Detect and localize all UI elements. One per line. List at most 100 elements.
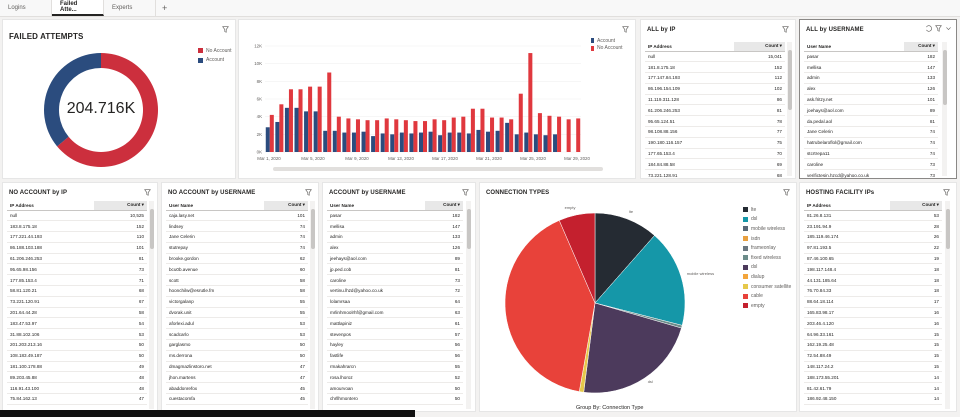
bar-no-account[interactable] bbox=[461, 116, 466, 152]
bar-no-account[interactable] bbox=[308, 86, 313, 152]
tab-logins[interactable]: Logins bbox=[0, 0, 52, 16]
vertical-scrollbar[interactable] bbox=[945, 201, 950, 409]
bar-no-account[interactable] bbox=[346, 118, 351, 152]
table-row[interactable]: 89.203.45.88 48 bbox=[7, 371, 147, 384]
bar-no-account[interactable] bbox=[288, 89, 293, 152]
table-row[interactable]: 44.131.185.64 18 bbox=[804, 274, 942, 287]
table-row[interactable]: 95.65.124.51 78 bbox=[645, 115, 785, 128]
bar-no-account[interactable] bbox=[279, 104, 284, 152]
count-column-header[interactable]: Count ▾ bbox=[734, 42, 785, 52]
filter-icon[interactable] bbox=[144, 189, 151, 196]
bar-no-account[interactable] bbox=[336, 116, 341, 152]
pie-slice-mobile-wireless[interactable] bbox=[594, 235, 686, 326]
table-row[interactable]: chrllhmontero 50 bbox=[327, 393, 463, 405]
column-header[interactable]: User Name bbox=[327, 201, 426, 211]
bar-no-account[interactable] bbox=[528, 53, 533, 152]
drill-icon[interactable] bbox=[925, 25, 932, 32]
bar-no-account[interactable] bbox=[327, 72, 332, 153]
bar-account[interactable] bbox=[486, 131, 491, 152]
table-row[interactable]: 185.119.46.174 26 bbox=[804, 231, 942, 243]
table-row[interactable]: 88.64.18.114 17 bbox=[804, 296, 942, 308]
table-row[interactable]: amourvoan 50 bbox=[327, 382, 463, 395]
table-row[interactable]: 183.8.175.18 152 bbox=[7, 220, 147, 233]
table-row[interactable]: 148.117.24.2 15 bbox=[804, 361, 942, 373]
table-row[interactable]: jp.ped.cob 81 bbox=[327, 263, 463, 276]
bar-account[interactable] bbox=[524, 132, 529, 152]
vertical-scrollbar[interactable] bbox=[466, 201, 471, 409]
table-row[interactable]: hatrubelaroflol@gmail.com 74 bbox=[804, 137, 938, 149]
column-header[interactable]: User Name bbox=[166, 201, 265, 211]
pie-slice-empty[interactable] bbox=[558, 212, 596, 304]
table-row[interactable]: aforlexi.adul 53 bbox=[166, 317, 308, 330]
table-row[interactable]: stutrepay 74 bbox=[166, 242, 308, 254]
bar-account[interactable] bbox=[447, 132, 452, 152]
bar-no-account[interactable] bbox=[384, 118, 389, 152]
filter-icon[interactable] bbox=[943, 189, 950, 196]
table-row[interactable]: mellisa 147 bbox=[804, 61, 938, 74]
count-column-header[interactable]: Count ▾ bbox=[264, 201, 308, 211]
table-row[interactable]: 31.88.102.106 53 bbox=[7, 328, 147, 341]
count-column-header[interactable]: Count ▾ bbox=[904, 42, 938, 52]
bar-account[interactable] bbox=[505, 122, 510, 152]
scrollbar-thumb[interactable] bbox=[942, 50, 947, 105]
bar-account[interactable] bbox=[476, 129, 481, 152]
table-row[interactable]: 81.42.61.79 14 bbox=[804, 382, 942, 395]
legend-item[interactable]: dsl bbox=[743, 215, 791, 225]
table-row[interactable]: 177.221.44.193 110 bbox=[7, 231, 147, 243]
bar-no-account[interactable] bbox=[451, 117, 456, 152]
donut-slice-no-account[interactable] bbox=[57, 53, 158, 167]
table-row[interactable]: caroline 73 bbox=[327, 274, 463, 287]
bar-no-account[interactable] bbox=[509, 119, 514, 152]
bar-no-account[interactable] bbox=[537, 113, 542, 152]
bar-no-account[interactable] bbox=[365, 120, 370, 152]
table-row[interactable]: victorgalanp 55 bbox=[166, 296, 308, 308]
pie-slice-lte[interactable] bbox=[594, 212, 655, 304]
column-header[interactable]: IP Address bbox=[804, 201, 891, 211]
bar-account[interactable] bbox=[553, 134, 558, 152]
legend-item[interactable]: empty bbox=[743, 301, 791, 311]
table-row[interactable]: 87.46.100.65 19 bbox=[804, 253, 942, 265]
filter-icon[interactable] bbox=[783, 189, 790, 196]
table-row[interactable]: 203.46.4.120 16 bbox=[804, 317, 942, 330]
table-row[interactable]: scadcarlo 53 bbox=[166, 328, 308, 341]
table-row[interactable]: 95.65.98.156 73 bbox=[7, 263, 147, 276]
bar-no-account[interactable] bbox=[490, 117, 495, 152]
table-row[interactable]: bcu0b.avenue 60 bbox=[166, 263, 308, 276]
table-row[interactable]: 73.221.120.91 67 bbox=[7, 296, 147, 308]
bar-account[interactable] bbox=[313, 111, 318, 152]
bar-no-account[interactable] bbox=[566, 119, 571, 152]
bar-account[interactable] bbox=[533, 134, 538, 152]
table-row[interactable]: 184.84.88.58 69 bbox=[645, 158, 785, 171]
filter-icon[interactable] bbox=[305, 189, 312, 196]
table-row[interactable]: 198.117.148.4 18 bbox=[804, 263, 942, 276]
bar-account[interactable] bbox=[457, 132, 462, 152]
bar-account[interactable] bbox=[351, 132, 356, 152]
table-row[interactable]: 11.119.311.128 86 bbox=[645, 94, 785, 106]
filter-icon[interactable] bbox=[935, 25, 942, 32]
bar-account[interactable] bbox=[543, 135, 548, 152]
bar-account[interactable] bbox=[284, 107, 289, 152]
bar-no-account[interactable] bbox=[423, 121, 428, 152]
table-row[interactable]: caroline 73 bbox=[804, 158, 938, 171]
legend-item[interactable]: fixed wireless bbox=[743, 253, 791, 263]
legend-item[interactable]: frameonlay bbox=[743, 243, 791, 253]
add-tab-button[interactable]: + bbox=[162, 3, 168, 13]
vertical-scrollbar[interactable] bbox=[942, 42, 947, 176]
table-row[interactable]: 177.65.153.4 70 bbox=[645, 148, 785, 160]
table-row[interactable]: brooke.gordon 62 bbox=[166, 253, 308, 265]
table-row[interactable]: 177.85.153.4 71 bbox=[7, 274, 147, 287]
table-row[interactable]: caja.lasy.net 101 bbox=[166, 210, 308, 222]
table-row[interactable]: admin 133 bbox=[327, 231, 463, 243]
bar-account[interactable] bbox=[275, 121, 280, 152]
column-header[interactable]: User Name bbox=[804, 42, 905, 52]
table-row[interactable]: 183.47.53.97 54 bbox=[7, 317, 147, 330]
table-row[interactable]: ms.derrona 50 bbox=[166, 350, 308, 362]
table-row[interactable]: null 15,041 bbox=[645, 51, 785, 63]
scrollbar-thumb[interactable] bbox=[945, 209, 950, 249]
legend-item[interactable]: cable bbox=[743, 291, 791, 301]
table-row[interactable]: dvorak.unit 55 bbox=[166, 307, 308, 319]
table-row[interactable]: null 10,525 bbox=[7, 210, 147, 222]
pie-slice-dsl[interactable] bbox=[583, 302, 682, 394]
table-row[interactable]: 162.19.25.48 15 bbox=[804, 339, 942, 351]
bar-account[interactable] bbox=[428, 131, 433, 152]
